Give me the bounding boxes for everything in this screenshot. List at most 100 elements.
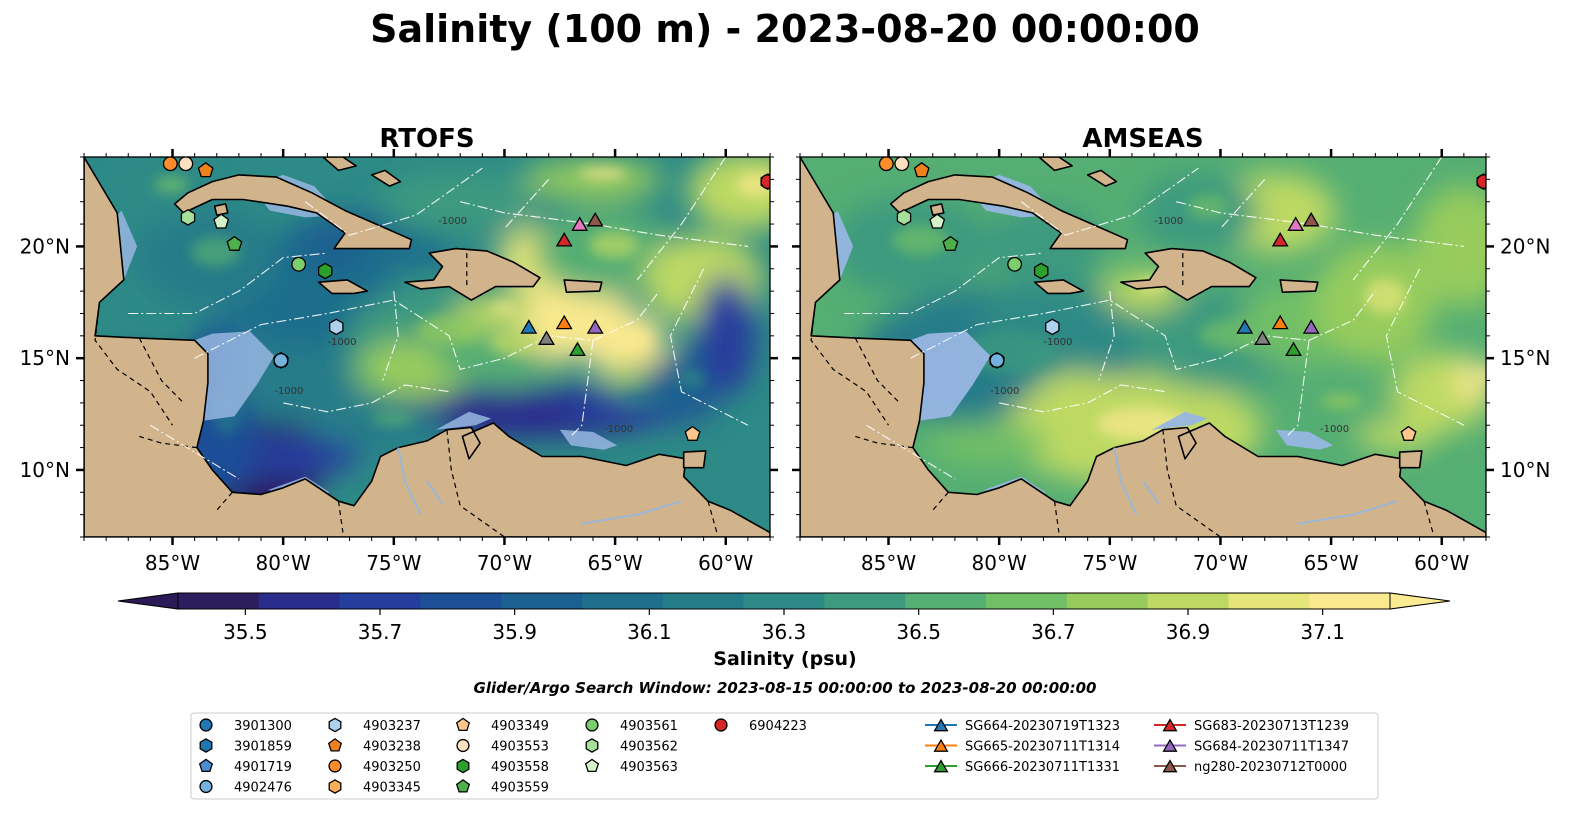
marker-4903349 (1400, 425, 1417, 441)
observation-markers (878, 157, 1486, 441)
y-tick-label: 20°N (20, 234, 70, 258)
eez-line (150, 424, 240, 480)
salinity-eddy (619, 395, 676, 407)
panel-rtofs-map: RTOFS -1000 -1000 -1000 -1000 85°W 80°W 75°W 7… (20, 124, 778, 575)
colorbar-segment (743, 593, 825, 609)
legend-item: 3901859 (199, 738, 292, 755)
land-hispaniola (404, 247, 541, 301)
colorbar-segment (582, 593, 664, 609)
legend-marker-triangle (933, 759, 949, 773)
marker-4903250 (162, 157, 178, 172)
salinity-patch (522, 159, 663, 200)
land-bahamas1 (1038, 157, 1074, 172)
border-line (216, 491, 233, 511)
eez-line (636, 157, 727, 281)
salinity-eddy (416, 314, 480, 345)
river (426, 480, 444, 505)
colorbar-segment (1309, 593, 1391, 609)
legend-marker-hexagon (456, 758, 470, 774)
land-trinidad (1398, 450, 1423, 469)
marker-4903238 (197, 161, 214, 178)
marker-4902476 (273, 352, 289, 368)
marker-4903561 (1007, 256, 1023, 272)
legend-item: 4901719 (198, 758, 292, 775)
salinity-eddy (1187, 194, 1230, 219)
x-tick-label: 60°W (1414, 551, 1469, 575)
legend-item: 4903349 (455, 717, 549, 734)
land-hispaniola (1120, 247, 1257, 301)
legend-marker-triangle (1162, 718, 1178, 732)
contour-label: -1000 (1320, 424, 1349, 435)
colorbar-segment (258, 593, 341, 609)
legend-label: SG664-20230719T1323 (965, 719, 1120, 734)
land-bahamas2 (1086, 169, 1118, 187)
legend-item: SG683-20230713T1239 (1154, 718, 1349, 734)
river (1113, 447, 1138, 516)
legend-item: SG684-20230711T1347 (1154, 738, 1349, 755)
x-tick-label: 80°W (256, 551, 311, 575)
legend-marker-triangle (1162, 738, 1178, 752)
legend-item: 4903345 (328, 779, 421, 796)
river (397, 447, 422, 516)
x-tick-label: 65°W (587, 551, 642, 575)
legend-marker-pentagon (584, 758, 600, 773)
contour-label: -1000 (1043, 337, 1072, 348)
contour-label: -1000 (604, 424, 633, 435)
colorbar-label: Salinity (psu) (713, 648, 856, 670)
y-tick-label: 15°N (1500, 346, 1550, 370)
x-tick-label: 85°W (145, 551, 200, 575)
river (1142, 480, 1160, 505)
eez-line (504, 179, 550, 229)
eez-line (570, 340, 594, 437)
marker-SG664-20230719T1323 (1236, 319, 1254, 334)
observation-markers (162, 157, 770, 441)
eez-line (194, 290, 660, 371)
panel-title-amseas: AMSEAS (1082, 124, 1203, 154)
marker-ng427-20230711T0000 (1254, 330, 1271, 345)
marker-4903237 (1045, 318, 1060, 336)
marker-4903237 (329, 318, 344, 336)
legend-marker-pentagon (327, 738, 343, 752)
border-line (138, 337, 185, 404)
x-tick-label: 70°W (1193, 551, 1248, 575)
salinity-patch (695, 275, 756, 396)
salinity-patch (928, 421, 1049, 466)
contour-label: -1000 (274, 386, 303, 397)
land-cuba (173, 174, 413, 250)
legend-label: 6904223 (749, 719, 807, 734)
x-tick-label: 75°W (1082, 551, 1137, 575)
legend-item: ng280-20230712T0000 (1154, 759, 1347, 775)
eez-line (669, 268, 749, 426)
marker-6904223 (1476, 174, 1486, 190)
legend-label: SG665-20230711T1314 (965, 740, 1120, 755)
salinity-patch (1454, 360, 1486, 401)
marker-ng280-20230712T0000 (1302, 211, 1320, 227)
legend-marker-hexagon (328, 717, 342, 733)
y-tick-label: 20°N (1500, 234, 1550, 258)
salinity-patch (1036, 371, 1117, 412)
marker-4902476 (989, 352, 1005, 368)
marker-4903562 (180, 209, 196, 226)
map-frame (83, 156, 771, 538)
land-jamaica (1033, 279, 1085, 295)
legend-label: 4903553 (491, 740, 549, 755)
legend-marker-triangle (933, 718, 949, 732)
eez-line (1098, 291, 1115, 381)
salinity-eddy (578, 167, 628, 180)
legend-label: 4903562 (620, 740, 678, 755)
legend-item: 4903563 (584, 758, 678, 775)
colorbar-tick-label: 35.7 (358, 620, 403, 644)
x-tick-label: 75°W (366, 551, 421, 575)
marker-SG683-20230713T1239 (1271, 232, 1289, 247)
border-line (94, 302, 174, 426)
legend-label: SG683-20230713T1239 (1194, 719, 1349, 734)
legend-item: SG664-20230719T1323 (925, 718, 1120, 734)
colorbar-segment (501, 593, 583, 609)
search-window-text: Glider/Argo Search Window: 2023-08-15 00… (474, 679, 1097, 697)
shelf-area (910, 331, 991, 421)
legend-marker-circle (585, 718, 599, 732)
marker-4903563 (213, 213, 230, 229)
salinity-eddy (371, 411, 414, 427)
legend-item: 4903250 (328, 759, 421, 775)
legend-marker-pentagon (455, 779, 471, 793)
